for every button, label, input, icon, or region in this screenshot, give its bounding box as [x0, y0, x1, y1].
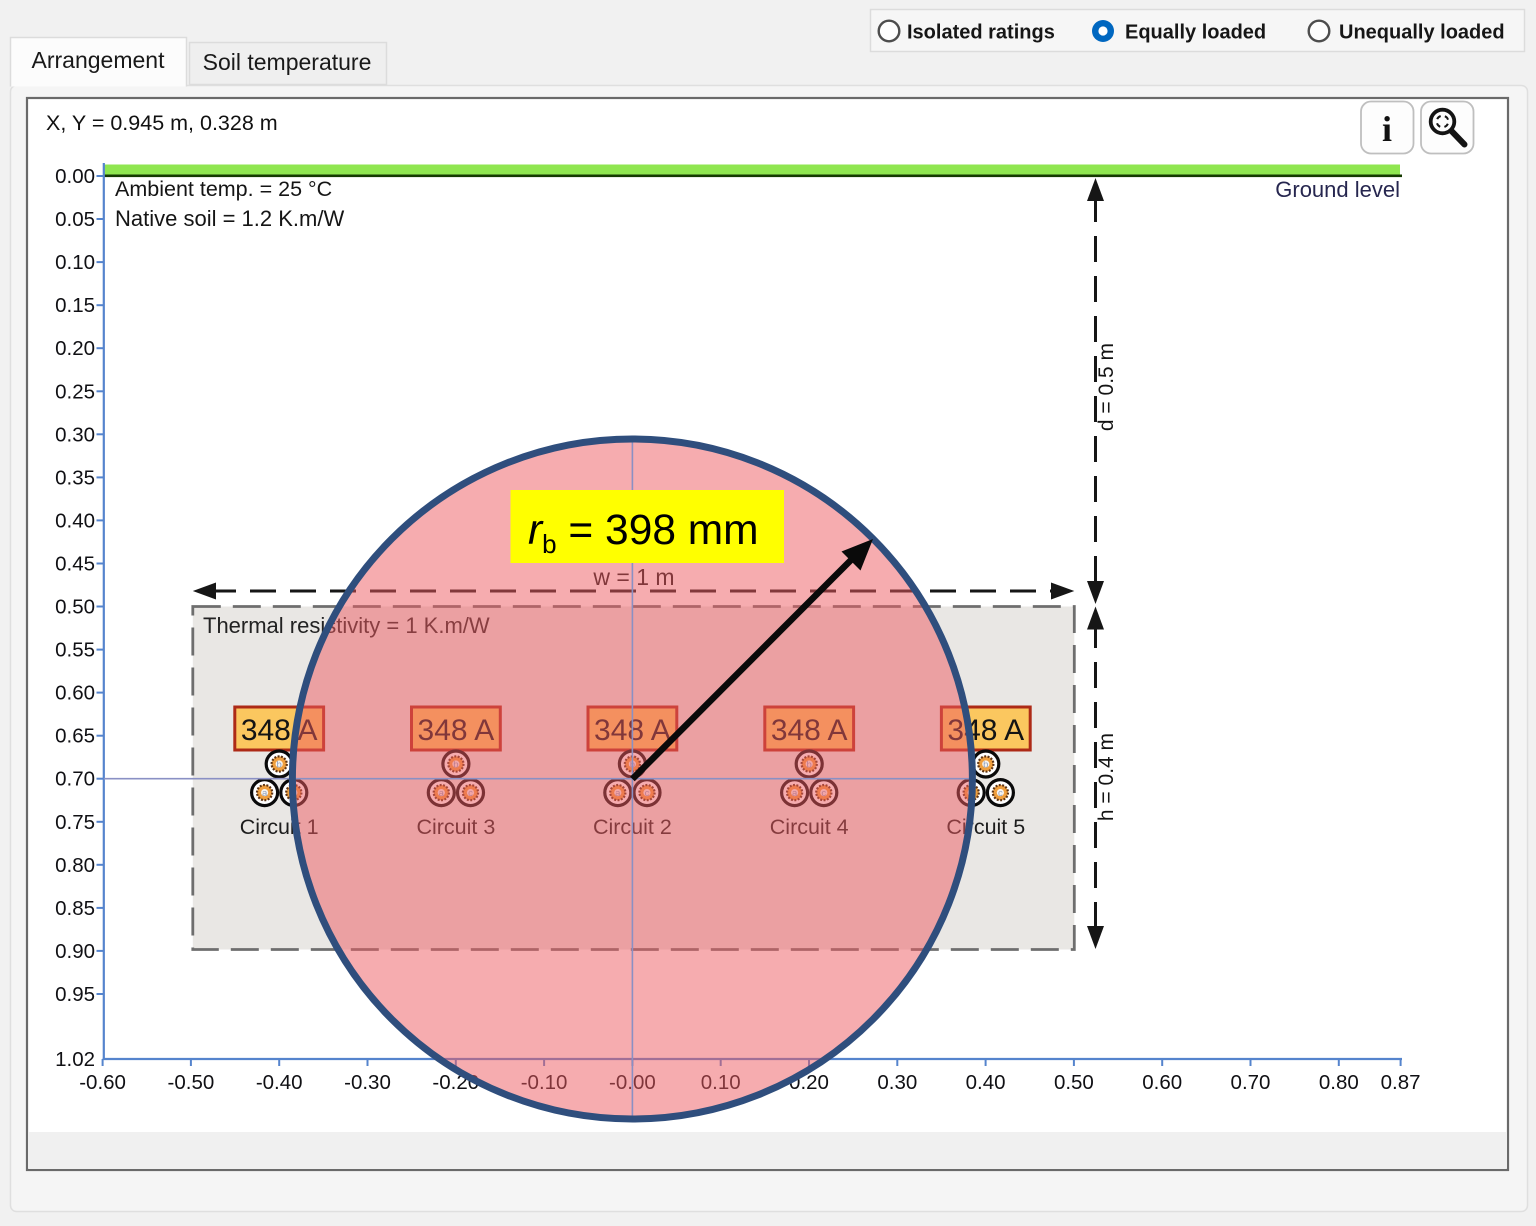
- svg-text:-0.60: -0.60: [79, 1071, 126, 1094]
- svg-text:-0.50: -0.50: [168, 1071, 215, 1094]
- svg-text:Isolated ratings: Isolated ratings: [907, 22, 1055, 44]
- svg-text:0.20: 0.20: [55, 337, 95, 360]
- svg-text:0.00: 0.00: [55, 165, 95, 188]
- svg-text:0.10: 0.10: [55, 251, 95, 274]
- svg-text:Unequally loaded: Unequally loaded: [1339, 22, 1505, 44]
- svg-text:0.70: 0.70: [55, 768, 95, 791]
- svg-text:b: b: [983, 760, 988, 771]
- svg-text:0.50: 0.50: [1054, 1071, 1094, 1094]
- svg-text:h = 0.4 m: h = 0.4 m: [1095, 733, 1118, 821]
- svg-text:c: c: [998, 788, 1003, 799]
- svg-text:0.25: 0.25: [55, 380, 95, 403]
- svg-text:0.60: 0.60: [1142, 1071, 1182, 1094]
- svg-text:-0.40: -0.40: [256, 1071, 303, 1094]
- svg-text:0.50: 0.50: [55, 596, 95, 619]
- svg-text:Ground level: Ground level: [1275, 177, 1400, 202]
- svg-text:0.65: 0.65: [55, 725, 95, 748]
- svg-text:0.87: 0.87: [1381, 1071, 1421, 1094]
- svg-text:Soil temperature: Soil temperature: [203, 49, 372, 75]
- svg-text:0.60: 0.60: [55, 682, 95, 705]
- svg-text:0.05: 0.05: [55, 208, 95, 231]
- svg-text:0.70: 0.70: [1231, 1071, 1271, 1094]
- svg-text:0.30: 0.30: [877, 1071, 917, 1094]
- svg-text:0.35: 0.35: [55, 466, 95, 489]
- svg-text:X, Y = 0.945 m, 0.328 m: X, Y = 0.945 m, 0.328 m: [46, 111, 278, 135]
- svg-text:Arrangement: Arrangement: [32, 47, 166, 73]
- svg-text:-0.30: -0.30: [344, 1071, 391, 1094]
- svg-text:0.80: 0.80: [55, 854, 95, 877]
- svg-text:0.30: 0.30: [55, 423, 95, 446]
- svg-text:0.15: 0.15: [55, 294, 95, 317]
- svg-text:0.85: 0.85: [55, 897, 95, 920]
- svg-text:0.45: 0.45: [55, 553, 95, 576]
- svg-text:0.75: 0.75: [55, 811, 95, 834]
- svg-text:0.80: 0.80: [1319, 1071, 1359, 1094]
- svg-text:0.90: 0.90: [55, 940, 95, 963]
- svg-text:b: b: [277, 760, 282, 771]
- svg-text:rb = 398 mm: rb = 398 mm: [528, 507, 759, 559]
- svg-text:i: i: [1382, 109, 1392, 149]
- svg-text:0.95: 0.95: [55, 983, 95, 1006]
- svg-text:0.55: 0.55: [55, 639, 95, 662]
- svg-text:0.40: 0.40: [966, 1071, 1006, 1094]
- svg-text:a: a: [262, 788, 268, 799]
- svg-text:d = 0.5 m: d = 0.5 m: [1095, 343, 1118, 431]
- svg-text:Ambient temp. = 25 °C: Ambient temp. = 25 °C: [115, 177, 332, 201]
- svg-text:Native soil = 1.2 K.m/W: Native soil = 1.2 K.m/W: [115, 206, 344, 231]
- svg-text:Equally loaded: Equally loaded: [1125, 22, 1266, 44]
- svg-text:1.02: 1.02: [55, 1048, 95, 1071]
- svg-text:0.40: 0.40: [55, 509, 95, 532]
